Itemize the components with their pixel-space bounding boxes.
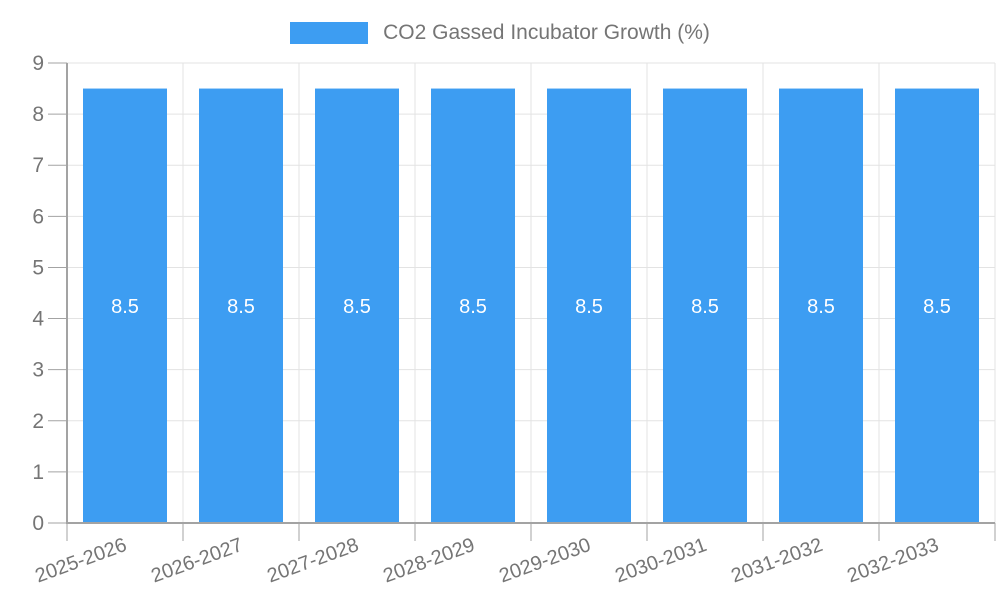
y-tick-label: 4	[32, 308, 44, 331]
y-tick-label: 1	[32, 461, 44, 484]
y-tick-label: 2	[32, 410, 44, 433]
bar-value-label: 8.5	[227, 296, 255, 318]
bar	[83, 88, 167, 524]
legend-label: CO2 Gassed Incubator Growth (%)	[383, 21, 710, 44]
bar	[547, 88, 631, 524]
bar-value-label: 8.5	[923, 296, 951, 318]
legend[interactable]: CO2 Gassed Incubator Growth (%)	[0, 21, 1000, 45]
x-tick-label: 2026-2027	[148, 534, 245, 587]
bar	[779, 88, 863, 524]
legend-swatch[interactable]	[290, 22, 369, 44]
y-tick-label: 0	[32, 512, 44, 535]
y-tick-label: 7	[32, 154, 44, 177]
x-tick-label: 2027-2028	[264, 534, 361, 587]
y-tick-label: 8	[32, 103, 44, 126]
bar-value-label: 8.5	[111, 296, 139, 318]
bar-value-label: 8.5	[459, 296, 487, 318]
bar-value-label: 8.5	[575, 296, 603, 318]
x-tick-label: 2029-2030	[496, 534, 593, 587]
bar	[199, 88, 283, 524]
x-tick-label: 2031-2032	[728, 534, 825, 587]
bar	[663, 88, 747, 524]
bar-value-label: 8.5	[807, 296, 835, 318]
x-tick-label: 2032-2033	[844, 534, 941, 587]
x-tick-label: 2030-2031	[612, 534, 709, 587]
y-tick-label: 3	[32, 359, 44, 382]
bar-value-label: 8.5	[343, 296, 371, 318]
bar	[431, 88, 515, 524]
y-tick-label: 9	[32, 52, 44, 75]
x-tick-label: 2028-2029	[380, 534, 477, 587]
bar	[315, 88, 399, 524]
bar	[895, 88, 979, 524]
y-tick-label: 5	[32, 256, 44, 279]
x-tick-label: 2025-2026	[32, 534, 129, 587]
bar-value-label: 8.5	[691, 296, 719, 318]
y-tick-label: 6	[32, 205, 44, 228]
